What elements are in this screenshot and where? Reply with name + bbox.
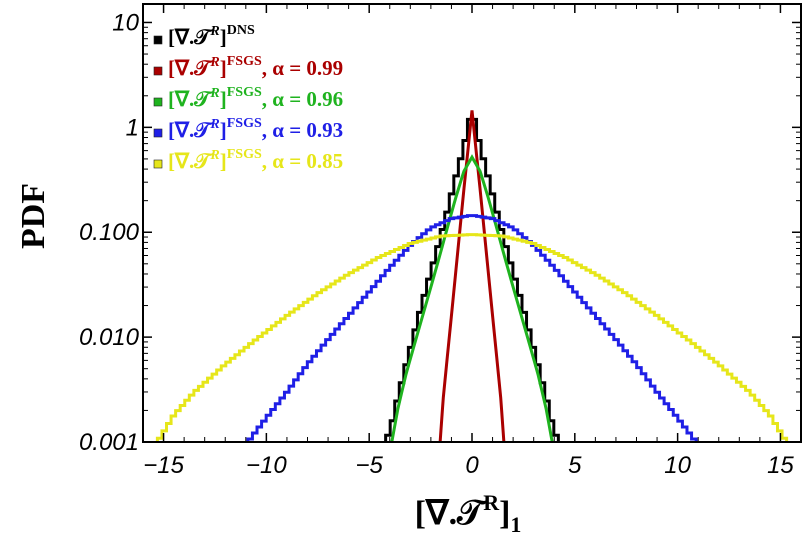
x-tick-label: 15: [767, 452, 794, 479]
legend-label-fsgs-093: [∇.𝒯R]FSGS, α = 0.93: [168, 116, 343, 142]
series-fsgs-093: [246, 214, 698, 442]
legend-swatch-fsgs-099: [153, 66, 163, 76]
x-tick-label: −10: [246, 452, 287, 479]
legend-swatch-fsgs-093: [153, 128, 163, 138]
legend: [∇.𝒯R]DNS [∇.𝒯R]FSGS, α = 0.99 [∇.𝒯R]FSGS,…: [153, 23, 343, 173]
legend-swatch-fsgs-085: [153, 159, 163, 169]
legend-swatch-dns: [153, 35, 163, 45]
y-tick-label: 10: [112, 9, 139, 36]
legend-swatch-fsgs-096: [153, 97, 163, 107]
y-tick-label: 0.010: [79, 324, 140, 351]
y-tick-label: 0.100: [79, 219, 140, 246]
legend-label-fsgs-099: [∇.𝒯R]FSGS, α = 0.99: [168, 54, 343, 80]
y-tick-label: 1: [126, 114, 139, 141]
x-axis-title: [∇.𝒯R]1: [415, 490, 522, 537]
legend-label-fsgs-085: [∇.𝒯R]FSGS, α = 0.85: [168, 147, 343, 173]
x-tick-label: −5: [356, 452, 384, 479]
x-tick-label: −15: [143, 452, 184, 479]
series-fsgs-096: [390, 154, 554, 443]
series-fsgs-085: [155, 233, 789, 442]
y-axis-title: PDF: [15, 183, 52, 249]
x-tick-label: 5: [568, 452, 582, 479]
axis-ticks: −15 −10 −5 0 5 10 15 0.001 0.010 0.100 1 10: [79, 4, 802, 479]
legend-label-fsgs-096: [∇.𝒯R]FSGS, α = 0.96: [168, 85, 343, 111]
legend-label-dns: [∇.𝒯R]DNS: [168, 23, 255, 49]
x-tick-label: 0: [465, 452, 479, 479]
series-layer: [155, 110, 789, 443]
x-tick-label: 10: [664, 452, 691, 479]
y-tick-label: 0.001: [79, 429, 139, 456]
series-fsgs-099: [438, 110, 506, 443]
